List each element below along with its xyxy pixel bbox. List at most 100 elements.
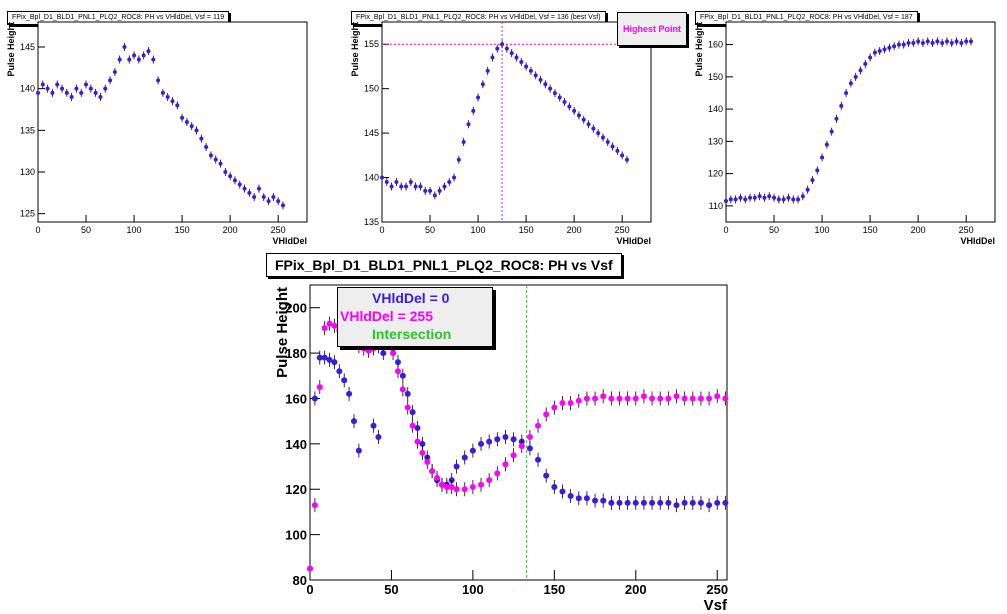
- plot4-series1-point: [510, 452, 517, 459]
- plot4-series0-point: [640, 499, 647, 506]
- plot3-series0-point: [848, 81, 853, 86]
- plot4-series0-point: [346, 390, 353, 397]
- plot4-series1-point: [706, 395, 713, 402]
- plot4-series0-point: [722, 499, 729, 506]
- plot3-xtick-label: 150: [863, 225, 878, 235]
- plot4-series0-point: [336, 368, 343, 375]
- plot1-series0-point: [40, 82, 45, 87]
- plot1-series0-point: [189, 124, 194, 129]
- plot3-xlabel: VHldDel: [960, 236, 995, 246]
- plot4-xtick-label: 250: [706, 582, 728, 597]
- plot3-series0-point: [887, 45, 892, 50]
- plot3-xtick-label: 50: [769, 225, 779, 235]
- plot4-series0-point: [502, 434, 509, 441]
- plot3-ytick-label: 160: [708, 40, 723, 50]
- plot4-series1-point: [390, 350, 397, 357]
- plot1-series0-point: [74, 86, 79, 91]
- plot4-series1-point: [321, 325, 328, 332]
- plot4-series0-point: [665, 499, 672, 506]
- plot2-series0-point: [567, 104, 572, 109]
- plot4-series1-point: [424, 459, 431, 465]
- plot2-xlabel: VHldDel: [616, 236, 651, 246]
- plot4-series0-point: [624, 499, 631, 506]
- plot1-series0-point: [242, 186, 247, 191]
- plot3-series0-point: [791, 197, 796, 202]
- plot3-ytick-label: 130: [708, 136, 723, 146]
- plot1-series0-point: [93, 90, 98, 95]
- plot2-series0-point: [456, 157, 461, 162]
- plot4-series0-point: [673, 502, 680, 509]
- plot1-series0-point: [64, 90, 69, 95]
- plot1-series0-point: [175, 103, 180, 108]
- plot1-ytick-label: 135: [20, 125, 35, 135]
- plot3-series0-point: [872, 50, 877, 55]
- plot4-series1-point: [399, 386, 406, 393]
- plot2-series0-point: [624, 157, 629, 162]
- plot2-series0-point: [591, 126, 596, 131]
- plot1-ytick-label: 140: [20, 84, 35, 94]
- plot4-series0-point: [649, 499, 656, 506]
- plot4-series0-point: [331, 359, 338, 366]
- plot1-series0-point: [160, 90, 165, 95]
- plot3-series0-point: [824, 142, 829, 147]
- plot3-xtick-label: 250: [959, 225, 974, 235]
- plot4-series1-point: [311, 502, 318, 509]
- plot3-series0-point: [896, 42, 901, 47]
- plot2-series0-point: [504, 46, 509, 51]
- plot2-series0-point: [509, 51, 514, 56]
- plot3-series0-point: [724, 199, 728, 204]
- plot2-series0-point: [524, 64, 529, 69]
- plot2-ytick-label: 145: [364, 128, 379, 138]
- plot4-series1-point: [600, 393, 607, 400]
- plot2-series0-point: [596, 131, 601, 136]
- plot3-series0-point: [738, 195, 743, 200]
- plot4-series0-point: [469, 447, 476, 454]
- plot1-series0-point: [223, 170, 228, 174]
- plot3-series0-point: [762, 195, 767, 200]
- plot2-series0-point: [490, 55, 495, 60]
- plot2-ytick-label: 140: [364, 173, 379, 183]
- plot4-series0-point: [350, 418, 357, 425]
- plot3-series0-point: [728, 197, 733, 202]
- plot4-series0-point: [341, 377, 348, 384]
- plot3-series0-point: [752, 195, 757, 200]
- legend-entry-vhlddel-0: VHldDel = 0: [372, 290, 450, 306]
- plot4-series0-point: [321, 354, 328, 361]
- plot1-series0-point: [252, 195, 257, 199]
- plot3-series0-point: [892, 44, 897, 49]
- plot2-series0-point: [538, 77, 543, 82]
- plot4-series1-point: [453, 486, 460, 493]
- plot3-series0-point: [920, 40, 925, 45]
- plot4-series1-point: [438, 481, 445, 488]
- plot2-series0-point: [394, 180, 399, 184]
- plot4-series1-point: [486, 477, 493, 484]
- plot4-xlabel: Vsf: [704, 597, 728, 614]
- plot1-series0-point: [69, 95, 74, 99]
- plot2-series0-point: [461, 140, 466, 144]
- plot1-series0-point: [199, 136, 204, 141]
- plot3-series0-point: [796, 197, 801, 202]
- plot4-series1-point: [404, 404, 411, 411]
- plot1-ylabel: Pulse Height: [6, 22, 16, 77]
- plot2-xtick-label: 50: [425, 225, 435, 235]
- plot4-ytick-label: 120: [285, 482, 307, 497]
- plot3-ytick-label: 140: [708, 104, 723, 114]
- plot4-series1-point: [443, 483, 450, 490]
- plot4-series1-point: [394, 368, 401, 375]
- plot4-series1-point: [365, 347, 372, 354]
- plot3-series0-point: [767, 194, 772, 199]
- plot1-series0-point: [228, 174, 233, 179]
- plot4-series0-point: [326, 356, 333, 363]
- plot4-series0-point: [567, 493, 574, 500]
- plot4-series0-point: [681, 499, 688, 506]
- plot4-series0-point: [559, 488, 566, 495]
- plot4-series0-point: [535, 456, 542, 463]
- plot4-series1-point: [360, 345, 367, 352]
- plot4-series0-point: [575, 495, 582, 502]
- plot1-series0-point: [180, 115, 185, 120]
- plot3-series0-point: [776, 197, 781, 202]
- plot2-series0-point: [408, 180, 413, 184]
- plot1-series0-point: [247, 190, 252, 195]
- plot1-series0-point: [146, 49, 151, 54]
- plot1-xlabel: VHldDel: [272, 236, 307, 246]
